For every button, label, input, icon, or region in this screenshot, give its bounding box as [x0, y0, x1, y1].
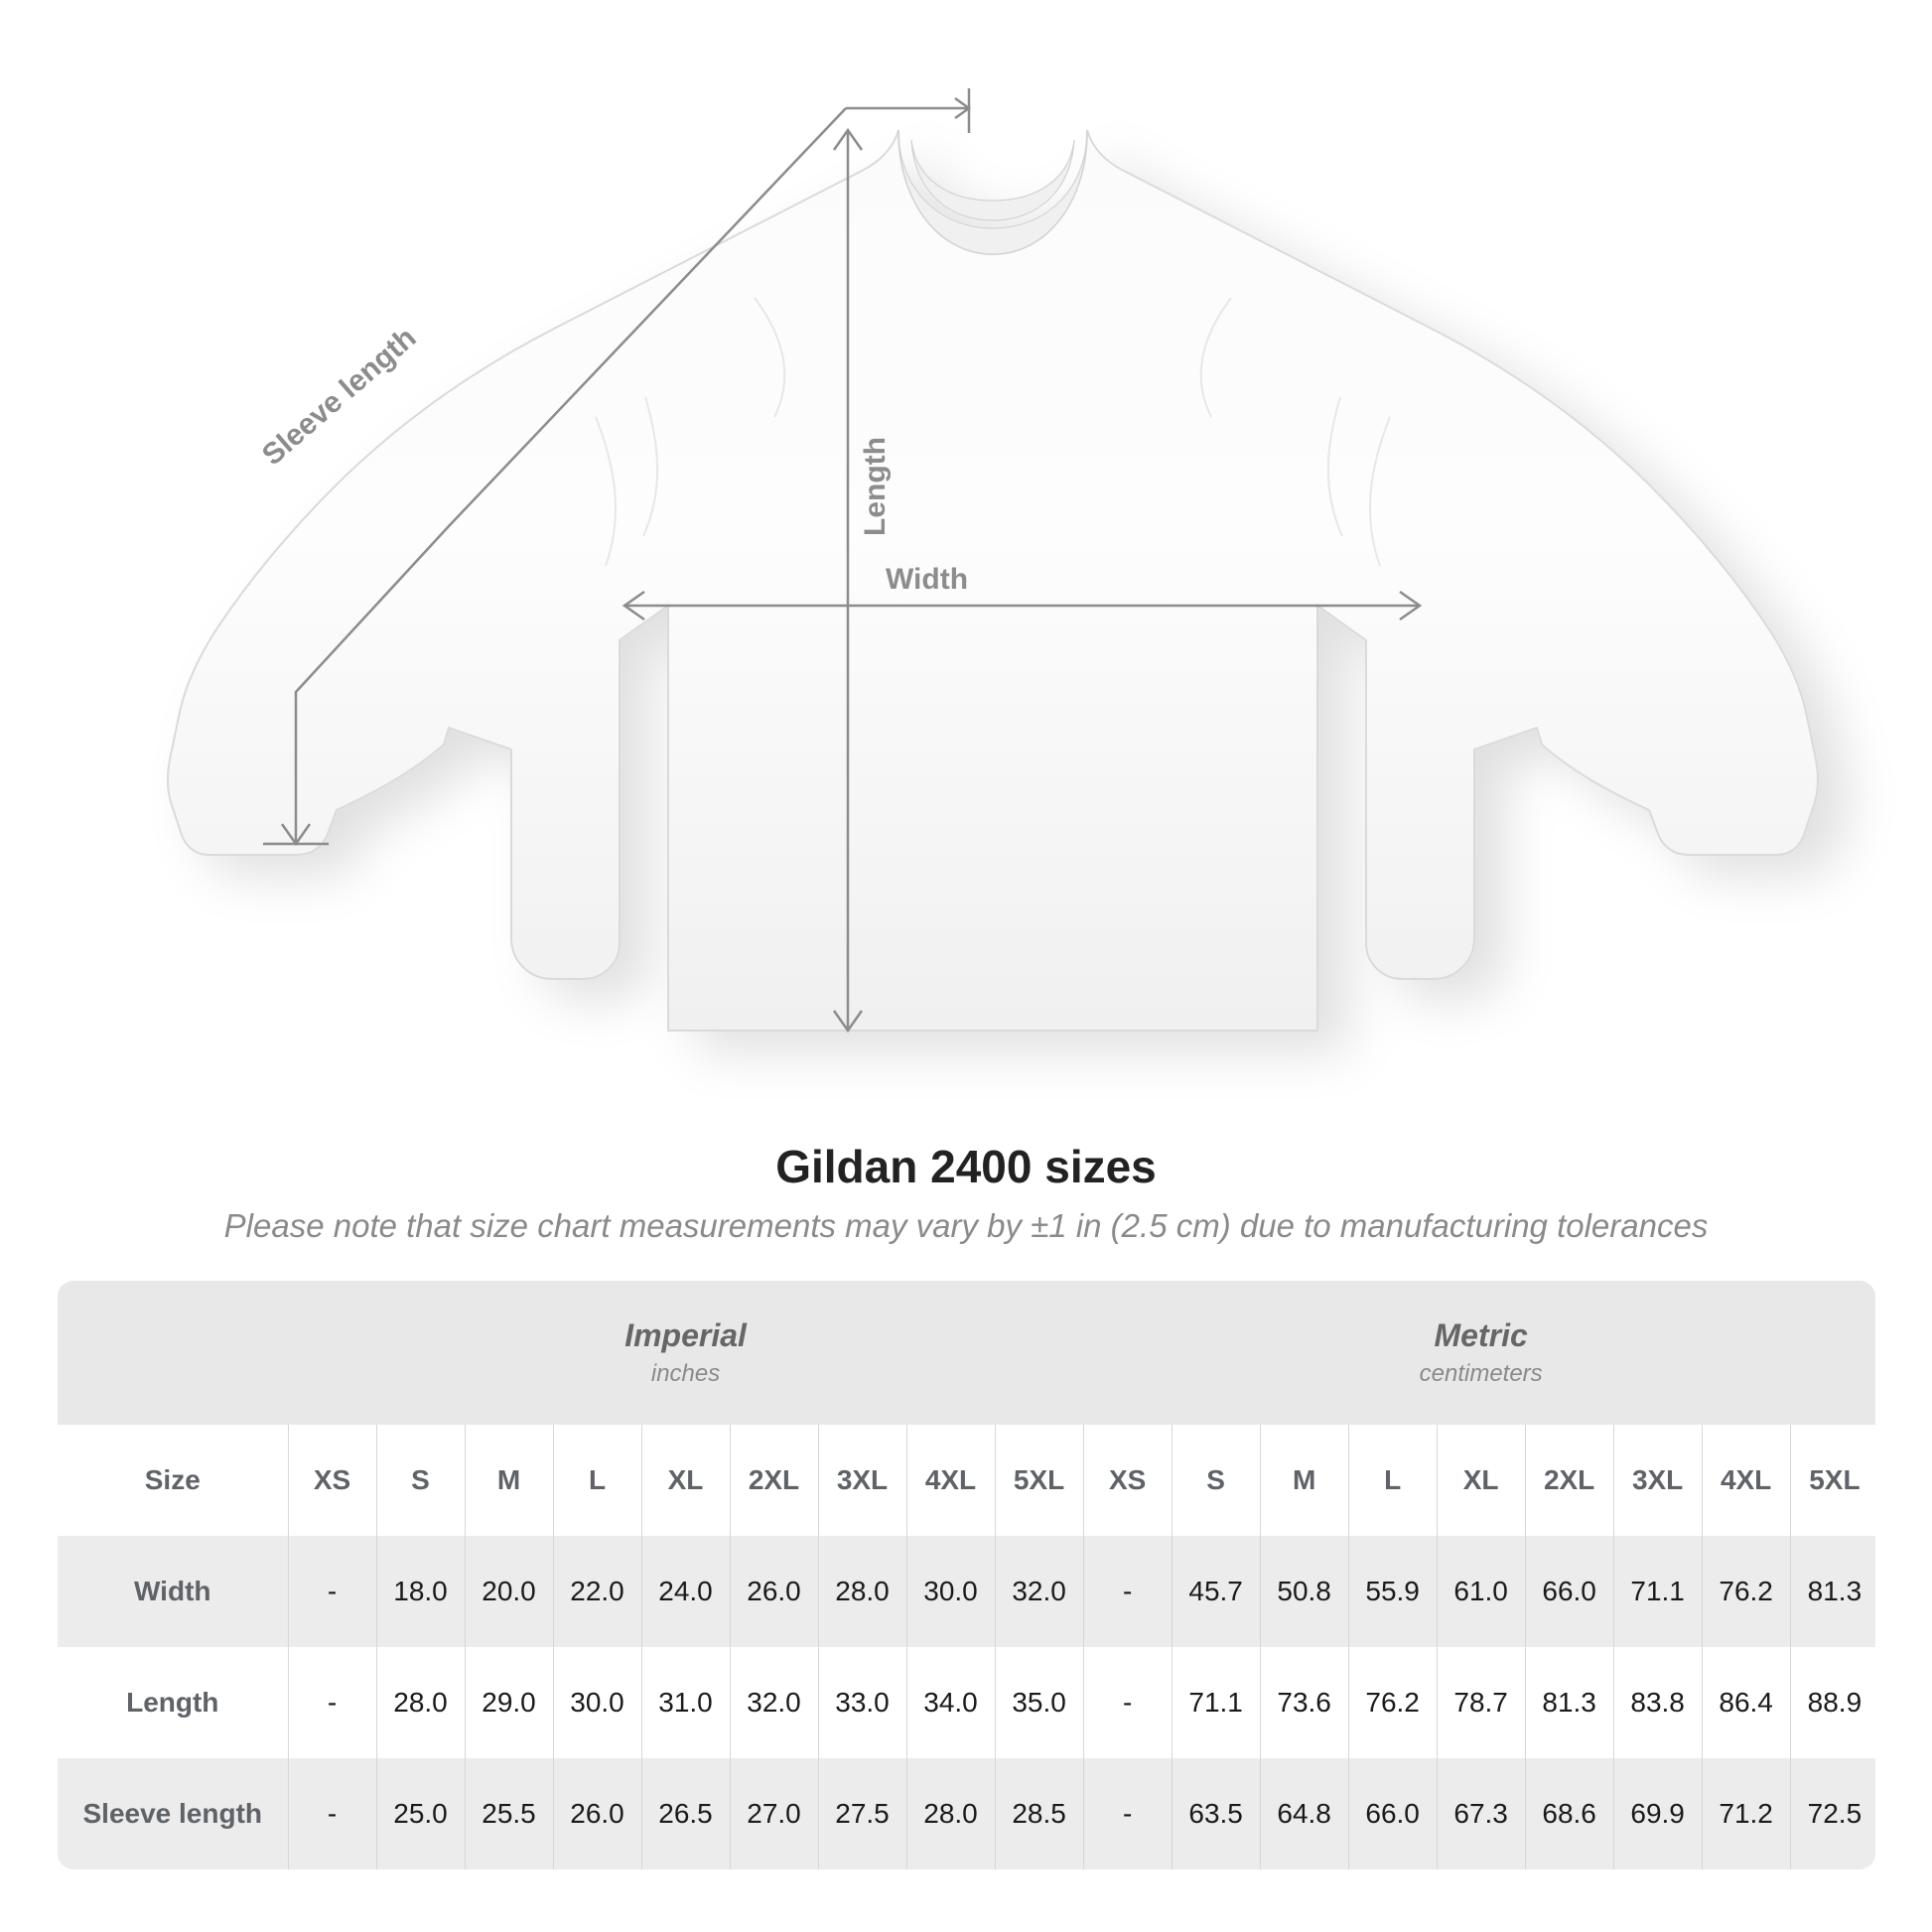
svg-text:Length: Length [859, 437, 892, 536]
svg-text:Width: Width [886, 563, 968, 596]
